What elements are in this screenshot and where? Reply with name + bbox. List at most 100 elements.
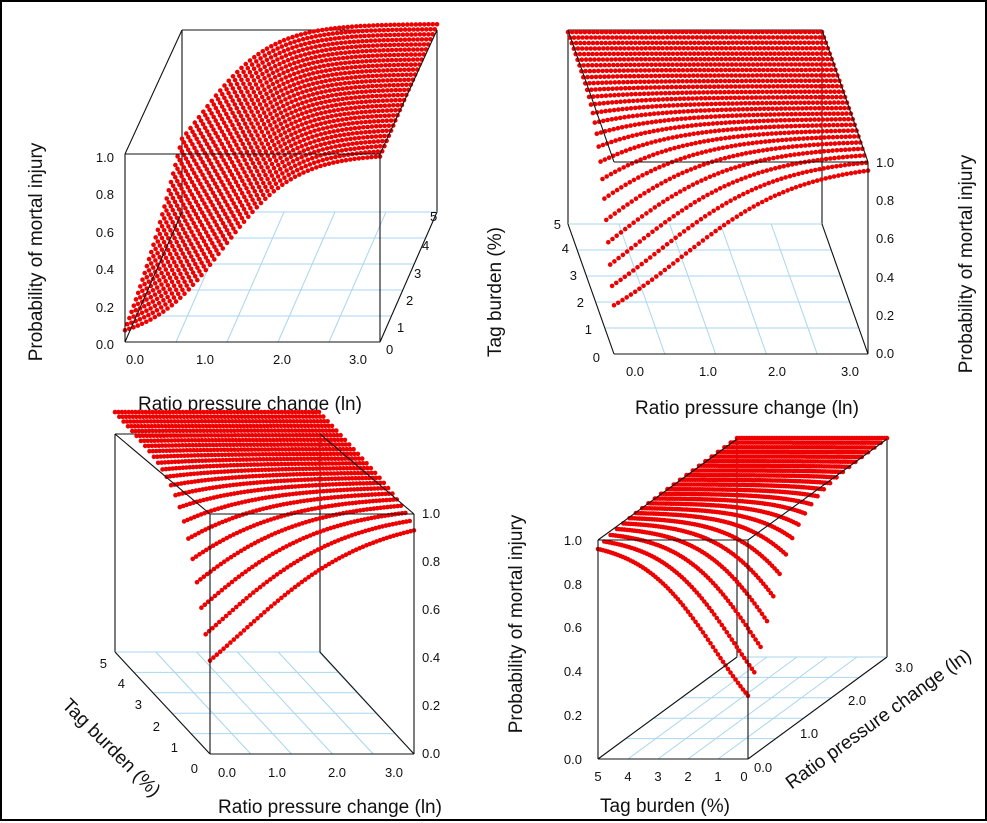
- surface-point: [381, 58, 386, 63]
- surface-point: [770, 118, 775, 123]
- surface-point: [367, 140, 372, 145]
- surface-point: [689, 79, 694, 84]
- surface-point: [783, 46, 788, 51]
- surface-point: [151, 243, 156, 248]
- surface-point: [721, 62, 726, 67]
- surface-point: [387, 83, 392, 88]
- surface-point: [665, 110, 670, 115]
- surface-point: [633, 92, 638, 97]
- surface-point: [251, 102, 256, 107]
- surface-point: [618, 278, 623, 283]
- surface-point: [326, 84, 331, 89]
- surface-point: [367, 23, 372, 28]
- surface-point: [314, 34, 319, 39]
- surface-point: [727, 135, 732, 140]
- surface-point: [178, 296, 183, 301]
- surface-point: [771, 156, 776, 161]
- surface-point: [794, 101, 799, 106]
- surface-point: [400, 42, 405, 47]
- surface-point: [677, 110, 682, 115]
- surface-point: [365, 145, 370, 150]
- surface-point: [338, 102, 343, 107]
- surface-point: [180, 288, 185, 293]
- surface-point: [795, 130, 800, 135]
- surface-point: [625, 106, 630, 111]
- surface-point: [294, 44, 299, 49]
- surface-point: [665, 46, 670, 51]
- surface-point: [257, 137, 262, 142]
- surface-point: [259, 201, 264, 206]
- surface-point: [611, 127, 616, 132]
- surface-point: [273, 53, 278, 58]
- surface-point: [724, 201, 729, 206]
- surface-point: [653, 74, 658, 79]
- surface-point: [705, 51, 710, 56]
- surface-point: [792, 35, 797, 40]
- surface-point: [246, 214, 251, 219]
- surface-point: [615, 74, 620, 79]
- surface-point: [816, 30, 821, 35]
- z-tick-label: 0.6: [422, 602, 440, 617]
- surface-point: [262, 65, 267, 70]
- surface-point: [646, 30, 651, 35]
- surface-point: [806, 181, 811, 186]
- surface-point: [628, 74, 633, 79]
- surface-point: [278, 178, 283, 183]
- surface-point: [317, 85, 322, 90]
- surface-point: [336, 97, 341, 102]
- surface-point: [733, 84, 738, 89]
- surface-point: [380, 119, 385, 124]
- surface-point: [673, 46, 678, 51]
- surface-point: [323, 89, 328, 94]
- surface-point: [283, 97, 288, 102]
- surface-point: [199, 273, 204, 278]
- surface-point: [795, 144, 800, 149]
- surface-point: [357, 125, 362, 130]
- surface-point: [817, 35, 822, 40]
- surface-point: [674, 192, 679, 197]
- surface-point: [681, 144, 686, 149]
- surface-point: [413, 42, 418, 47]
- surface-point: [386, 28, 391, 33]
- surface-point: [688, 51, 693, 56]
- surface-point: [243, 133, 248, 138]
- surface-point: [743, 209, 748, 214]
- surface-point: [396, 83, 401, 88]
- surface-point: [794, 90, 799, 95]
- surface-point: [161, 298, 166, 303]
- surface-point: [182, 291, 187, 296]
- surface-point: [763, 125, 768, 130]
- surface-point: [347, 101, 352, 106]
- surface-point: [667, 103, 672, 108]
- surface-point: [405, 32, 410, 37]
- surface-point: [604, 80, 609, 85]
- surface-point: [369, 28, 374, 33]
- surface-point: [347, 50, 352, 55]
- surface-point: [295, 146, 300, 151]
- surface-point: [781, 190, 786, 195]
- surface-point: [802, 124, 807, 129]
- surface-point: [275, 57, 280, 62]
- surface-point: [361, 105, 366, 110]
- surface-point: [777, 101, 782, 106]
- surface-point: [737, 194, 742, 199]
- surface-point: [254, 82, 259, 87]
- surface-point: [690, 109, 695, 114]
- surface-point: [291, 115, 296, 120]
- surface-point: [742, 126, 747, 131]
- surface-point: [730, 127, 735, 132]
- surface-point: [160, 236, 165, 241]
- floor-grid-line: [619, 224, 665, 354]
- surface-point: [797, 152, 802, 157]
- surface-point: [288, 62, 293, 67]
- surface-point: [307, 72, 312, 77]
- surface-point: [818, 84, 823, 89]
- surface-point: [634, 68, 639, 73]
- surface-point: [282, 175, 287, 180]
- surface-point: [829, 79, 834, 84]
- surface-point: [256, 98, 261, 103]
- surface-point: [825, 106, 830, 111]
- surface-point: [274, 158, 279, 163]
- surface-point: [683, 155, 688, 160]
- surface-point: [592, 69, 597, 74]
